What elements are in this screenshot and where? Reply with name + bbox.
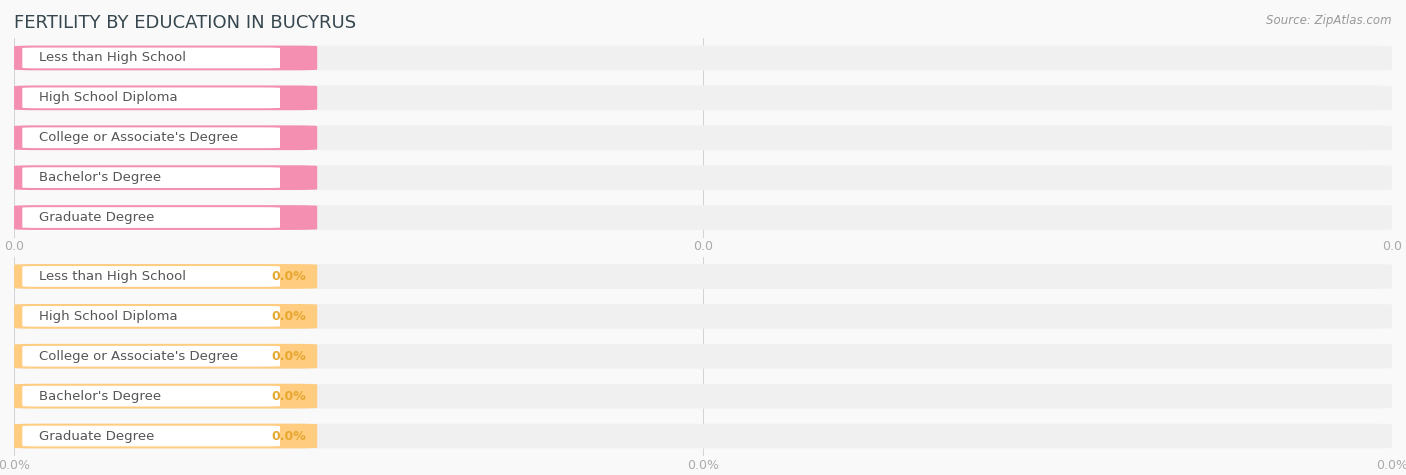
FancyBboxPatch shape xyxy=(14,165,1392,190)
FancyBboxPatch shape xyxy=(14,46,318,70)
FancyBboxPatch shape xyxy=(14,205,1392,230)
FancyBboxPatch shape xyxy=(14,125,1392,150)
Text: High School Diploma: High School Diploma xyxy=(39,91,177,104)
FancyBboxPatch shape xyxy=(14,344,1392,369)
FancyBboxPatch shape xyxy=(14,86,1392,110)
Text: Graduate Degree: Graduate Degree xyxy=(39,211,155,224)
FancyBboxPatch shape xyxy=(22,306,280,327)
FancyBboxPatch shape xyxy=(14,264,1392,289)
Text: Bachelor's Degree: Bachelor's Degree xyxy=(39,171,160,184)
Text: 0.0: 0.0 xyxy=(284,51,307,65)
Text: 0.0%: 0.0% xyxy=(271,429,307,443)
Text: 0.0%: 0.0% xyxy=(271,390,307,403)
Text: Graduate Degree: Graduate Degree xyxy=(39,429,155,443)
FancyBboxPatch shape xyxy=(14,205,318,230)
FancyBboxPatch shape xyxy=(22,386,280,407)
Text: 0.0: 0.0 xyxy=(284,171,307,184)
Text: 0.0: 0.0 xyxy=(284,131,307,144)
Text: Source: ZipAtlas.com: Source: ZipAtlas.com xyxy=(1267,14,1392,27)
Text: 0.0%: 0.0% xyxy=(271,270,307,283)
Text: Bachelor's Degree: Bachelor's Degree xyxy=(39,390,160,403)
FancyBboxPatch shape xyxy=(14,384,1392,408)
Text: 0.0: 0.0 xyxy=(284,91,307,104)
Text: 0.0%: 0.0% xyxy=(271,310,307,323)
Text: College or Associate's Degree: College or Associate's Degree xyxy=(39,350,238,363)
Text: 0.0: 0.0 xyxy=(284,211,307,224)
FancyBboxPatch shape xyxy=(14,264,318,289)
FancyBboxPatch shape xyxy=(14,424,1392,448)
FancyBboxPatch shape xyxy=(22,127,280,148)
FancyBboxPatch shape xyxy=(22,207,280,228)
Text: FERTILITY BY EDUCATION IN BUCYRUS: FERTILITY BY EDUCATION IN BUCYRUS xyxy=(14,14,356,32)
FancyBboxPatch shape xyxy=(22,426,280,446)
FancyBboxPatch shape xyxy=(14,86,318,110)
FancyBboxPatch shape xyxy=(14,165,318,190)
FancyBboxPatch shape xyxy=(22,266,280,287)
FancyBboxPatch shape xyxy=(14,125,318,150)
FancyBboxPatch shape xyxy=(22,87,280,108)
FancyBboxPatch shape xyxy=(14,46,1392,70)
FancyBboxPatch shape xyxy=(14,344,318,369)
FancyBboxPatch shape xyxy=(22,346,280,367)
FancyBboxPatch shape xyxy=(14,304,318,329)
FancyBboxPatch shape xyxy=(22,167,280,188)
Text: Less than High School: Less than High School xyxy=(39,270,186,283)
Text: Less than High School: Less than High School xyxy=(39,51,186,65)
Text: College or Associate's Degree: College or Associate's Degree xyxy=(39,131,238,144)
FancyBboxPatch shape xyxy=(14,424,318,448)
FancyBboxPatch shape xyxy=(14,384,318,408)
Text: 0.0%: 0.0% xyxy=(271,350,307,363)
FancyBboxPatch shape xyxy=(22,48,280,68)
FancyBboxPatch shape xyxy=(14,304,1392,329)
Text: High School Diploma: High School Diploma xyxy=(39,310,177,323)
